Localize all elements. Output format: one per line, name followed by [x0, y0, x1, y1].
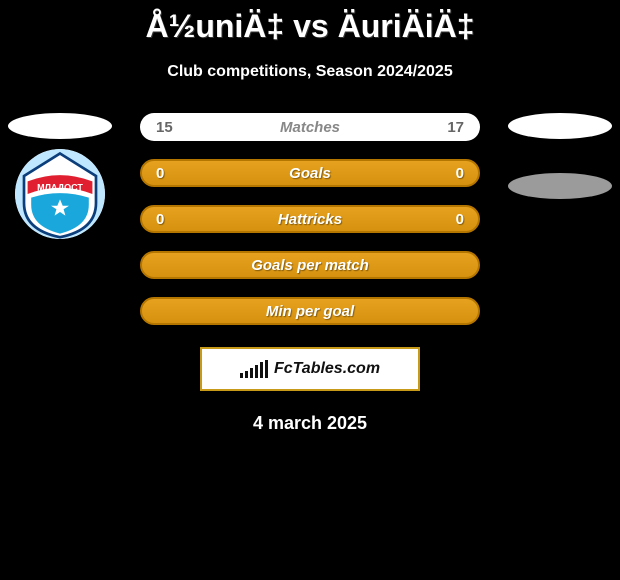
left-player-column: МЛАДОСТ	[0, 113, 120, 239]
right-player-name-pill	[508, 113, 612, 139]
stat-row-matches: 15 Matches 17	[140, 113, 480, 141]
club-crest-icon: МЛАДОСТ	[15, 149, 105, 239]
hattricks-left-value: 0	[156, 211, 184, 228]
comparison-card: Å½uniÄ‡ vs ÄuriÄiÄ‡ Club competitions, S…	[0, 0, 620, 580]
page-subtitle: Club competitions, Season 2024/2025	[0, 63, 620, 81]
stat-row-min-per-goal: Min per goal	[140, 297, 480, 325]
goals-label: Goals	[184, 165, 436, 182]
body-area: МЛАДОСТ 15 Matches 17 0 Goals 0	[0, 113, 620, 434]
mpg-label: Min per goal	[184, 303, 436, 320]
matches-label: Matches	[184, 119, 436, 136]
left-player-name-pill	[8, 113, 112, 139]
stat-row-hattricks: 0 Hattricks 0	[140, 205, 480, 233]
hattricks-right-value: 0	[436, 211, 464, 228]
left-player-crest: МЛАДОСТ	[15, 149, 105, 239]
goals-right-value: 0	[436, 165, 464, 182]
stat-row-goals-per-match: Goals per match	[140, 251, 480, 279]
bar-chart-icon	[240, 360, 268, 378]
stat-row-goals: 0 Goals 0	[140, 159, 480, 187]
page-title: Å½uniÄ‡ vs ÄuriÄiÄ‡	[0, 0, 620, 45]
svg-text:МЛАДОСТ: МЛАДОСТ	[37, 182, 83, 192]
gpm-label: Goals per match	[184, 257, 436, 274]
right-player-column	[500, 113, 620, 199]
goals-left-value: 0	[156, 165, 184, 182]
report-date: 4 march 2025	[0, 413, 620, 434]
hattricks-label: Hattricks	[184, 211, 436, 228]
right-player-crest-placeholder	[508, 173, 612, 199]
matches-left-value: 15	[156, 119, 184, 136]
brand-text: FcTables.com	[274, 360, 380, 378]
stats-list: 15 Matches 17 0 Goals 0 0 Hattricks 0 Go…	[140, 113, 480, 325]
matches-right-value: 17	[436, 119, 464, 136]
source-brand-box[interactable]: FcTables.com	[200, 347, 420, 391]
